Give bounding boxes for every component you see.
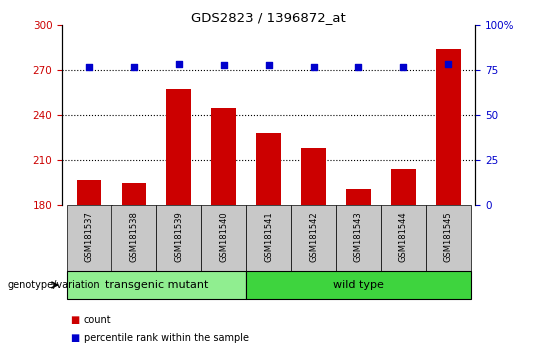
- Bar: [246, 205, 291, 271]
- Bar: [426, 205, 471, 271]
- Point: [219, 63, 228, 68]
- Text: GSM181544: GSM181544: [399, 211, 408, 262]
- Bar: [111, 205, 157, 271]
- Text: ■: ■: [70, 315, 79, 325]
- Text: GSM181540: GSM181540: [219, 211, 228, 262]
- Bar: [122, 183, 146, 205]
- Bar: [346, 189, 371, 205]
- Text: genotype/variation: genotype/variation: [7, 280, 100, 290]
- Point: [354, 64, 363, 70]
- Bar: [436, 49, 461, 205]
- Point: [444, 61, 453, 67]
- Bar: [246, 271, 471, 299]
- Bar: [157, 205, 201, 271]
- Text: wild type: wild type: [333, 280, 384, 290]
- Text: GSM181542: GSM181542: [309, 211, 318, 262]
- Bar: [256, 133, 281, 205]
- Text: GSM181537: GSM181537: [85, 211, 93, 262]
- Bar: [381, 205, 426, 271]
- Point: [265, 63, 273, 68]
- Bar: [201, 205, 246, 271]
- Bar: [66, 205, 112, 271]
- Point: [309, 64, 318, 70]
- Bar: [66, 271, 246, 299]
- Text: GSM181539: GSM181539: [174, 211, 184, 262]
- Point: [174, 61, 183, 67]
- Bar: [301, 148, 326, 205]
- Point: [130, 64, 138, 70]
- Point: [85, 64, 93, 70]
- Point: [399, 64, 408, 70]
- Text: transgenic mutant: transgenic mutant: [105, 280, 208, 290]
- Bar: [166, 90, 191, 205]
- Bar: [336, 205, 381, 271]
- Bar: [391, 169, 416, 205]
- Text: ■: ■: [70, 333, 79, 343]
- Bar: [291, 205, 336, 271]
- Text: GSM181541: GSM181541: [264, 211, 273, 262]
- Text: percentile rank within the sample: percentile rank within the sample: [84, 333, 249, 343]
- Bar: [77, 180, 102, 205]
- Text: GSM181543: GSM181543: [354, 211, 363, 262]
- Text: GSM181545: GSM181545: [444, 211, 453, 262]
- Bar: [211, 108, 236, 205]
- Title: GDS2823 / 1396872_at: GDS2823 / 1396872_at: [191, 11, 346, 24]
- Text: count: count: [84, 315, 111, 325]
- Text: GSM181538: GSM181538: [130, 211, 138, 262]
